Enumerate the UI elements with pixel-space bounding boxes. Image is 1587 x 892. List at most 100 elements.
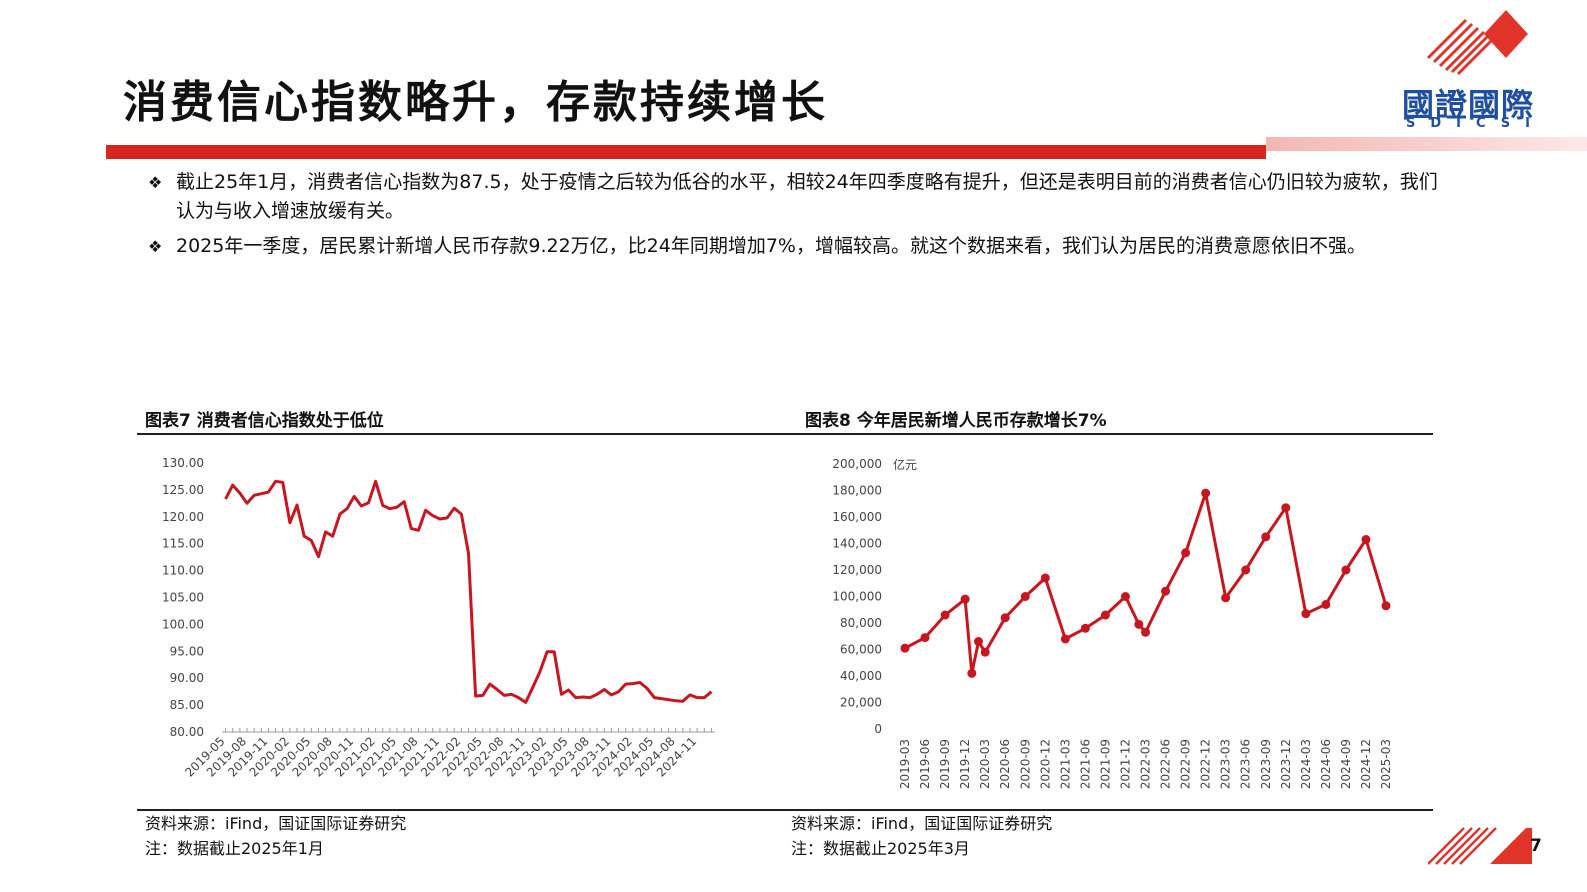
x-tick-label: 2024-03 bbox=[1299, 739, 1313, 789]
x-tick-label: 2021-03 bbox=[1058, 739, 1072, 789]
logo-en: SDICSI bbox=[1406, 116, 1545, 131]
bullet-list: ❖ 截止25年1月，消费者信心指数为87.5，处于疫情之后较为低谷的水平，相较2… bbox=[148, 168, 1438, 267]
diamond-bullet-icon: ❖ bbox=[148, 173, 163, 192]
deposit-data-point bbox=[960, 594, 970, 604]
y-tick-label: 80.00 bbox=[170, 725, 204, 739]
y-tick-label: 200,000 bbox=[832, 457, 882, 471]
deposit-data-point bbox=[1181, 548, 1191, 558]
x-tick-label: 2021-06 bbox=[1078, 739, 1092, 789]
x-tick-label: 2022-06 bbox=[1159, 739, 1173, 789]
confidence-series-line bbox=[224, 479, 713, 704]
y-tick-label: 90.00 bbox=[170, 671, 204, 685]
y-tick-label: 100,000 bbox=[832, 590, 882, 604]
x-tick-label: 2019-03 bbox=[898, 739, 912, 789]
chart-left-source: 资料来源：iFind，国证国际证券研究 bbox=[145, 814, 407, 833]
y-tick-label: 0 bbox=[874, 722, 882, 736]
deposit-data-point bbox=[940, 610, 950, 620]
chart-right-source: 资料来源：iFind，国证国际证券研究 bbox=[791, 814, 1053, 833]
y-tick-label: 60,000 bbox=[840, 643, 882, 657]
x-tick-label: 2022-09 bbox=[1179, 739, 1193, 789]
deposit-data-point bbox=[967, 668, 977, 678]
y-tick-label: 115.00 bbox=[162, 537, 204, 551]
deposit-data-point bbox=[1261, 532, 1271, 542]
deposit-data-point bbox=[1100, 610, 1110, 620]
deposit-data-point bbox=[1241, 565, 1251, 575]
y-tick-label: 80,000 bbox=[840, 616, 882, 630]
x-tick-label: 2024-06 bbox=[1319, 739, 1333, 789]
y-tick-label: 85.00 bbox=[170, 698, 204, 712]
deposit-data-point bbox=[1381, 601, 1391, 611]
deposit-data-point bbox=[1134, 619, 1144, 629]
deposit-data-point bbox=[920, 633, 930, 643]
x-tick-label: 2023-03 bbox=[1219, 739, 1233, 789]
x-tick-label: 2021-09 bbox=[1098, 739, 1112, 789]
header-fade-bar bbox=[1266, 137, 1587, 151]
consumer-confidence-chart: 130.00 125.00 120.00 115.00 110.00 105.00 100.… bbox=[162, 456, 715, 780]
deposit-data-point bbox=[1141, 627, 1150, 637]
chart-right-title: 图表8 今年居民新增人民币存款增长7% bbox=[805, 411, 1107, 431]
deposit-data-point bbox=[1020, 592, 1030, 601]
bullet-text: 截止25年1月，消费者信心指数为87.5，处于疫情之后较为低谷的水平，相较24年… bbox=[176, 171, 1438, 222]
y-tick-label: 120,000 bbox=[832, 563, 882, 577]
deposit-data-point bbox=[980, 647, 990, 657]
deposit-series-line bbox=[904, 491, 1388, 675]
chart-left-title: 图表7 消费者信心指数处于低位 bbox=[145, 411, 384, 431]
chart-right-source-block: 资料来源：iFind，国证国际证券研究 注：数据截止2025年3月 bbox=[791, 811, 1052, 861]
y-tick-label: 20,000 bbox=[840, 696, 882, 710]
bullet-item: ❖ 2025年一季度，居民累计新增人民币存款9.22万亿，比24年同期增加7%，… bbox=[148, 232, 1438, 261]
x-tick-label: 2020-03 bbox=[978, 739, 992, 789]
footer-stripes-icon bbox=[1428, 827, 1532, 865]
deposit-data-point bbox=[1321, 599, 1331, 609]
chart-bottom-rule bbox=[137, 809, 1433, 811]
deposit-data-point bbox=[1341, 565, 1351, 575]
deposit-data-point bbox=[1060, 634, 1070, 644]
deposit-data-point bbox=[1000, 613, 1010, 623]
y-tick-label: 120.00 bbox=[162, 510, 204, 524]
bullet-item: ❖ 截止25年1月，消费者信心指数为87.5，处于疫情之后较为低谷的水平，相较2… bbox=[148, 168, 1438, 226]
chart-right-note: 注：数据截止2025年3月 bbox=[791, 839, 970, 858]
y-tick-label: 40,000 bbox=[840, 669, 882, 683]
x-tick-label: 2022-12 bbox=[1199, 739, 1213, 789]
chart-top-rule bbox=[137, 433, 1433, 435]
deposit-data-point bbox=[1201, 488, 1211, 498]
y-tick-label: 95.00 bbox=[170, 644, 204, 658]
x-tick-label: 2024-09 bbox=[1339, 739, 1353, 789]
deposit-data-point bbox=[1161, 586, 1171, 596]
logo-cn: 國證國際 bbox=[1402, 86, 1535, 124]
page-title: 消费信心指数略升，存款持续增长 bbox=[123, 77, 828, 128]
page-number: 7 bbox=[1530, 836, 1542, 856]
x-tick-label: 2019-09 bbox=[938, 739, 952, 789]
y-tick-label: 125.00 bbox=[162, 483, 204, 497]
header-red-bar bbox=[106, 145, 1266, 159]
deposit-data-point bbox=[1120, 592, 1130, 601]
x-tick-label: 2022-03 bbox=[1139, 739, 1153, 789]
y-tick-label: 100.00 bbox=[162, 617, 204, 631]
logo-mark bbox=[1426, 10, 1528, 76]
y-unit-label: 亿元 bbox=[893, 457, 917, 472]
deposit-data-point bbox=[1040, 573, 1050, 583]
chart-left-note: 注：数据截止2025年1月 bbox=[145, 839, 324, 858]
deposit-data-point bbox=[1361, 535, 1371, 545]
chart-left-source-block: 资料来源：iFind，国证国际证券研究 注：数据截止2025年1月 bbox=[145, 811, 406, 861]
deposit-data-point bbox=[973, 637, 983, 647]
y-tick-label: 140,000 bbox=[832, 537, 882, 551]
deposit-data-point bbox=[1080, 623, 1090, 633]
x-tick-label: 2024-12 bbox=[1359, 739, 1373, 789]
x-tick-label: 2023-06 bbox=[1239, 739, 1253, 789]
y-tick-label: 130.00 bbox=[162, 456, 204, 470]
bullet-text: 2025年一季度，居民累计新增人民币存款9.22万亿，比24年同期增加7%，增幅… bbox=[176, 235, 1366, 257]
deposit-data-point bbox=[1281, 503, 1291, 513]
x-tick-label: 2019-12 bbox=[958, 739, 972, 789]
y-tick-label: 160,000 bbox=[832, 510, 882, 524]
y-tick-label: 105.00 bbox=[162, 591, 204, 605]
deposit-growth-chart: 200,000 180,000 160,000 140,000 120,000 100,0… bbox=[832, 457, 1393, 789]
x-tick-label: 2020-12 bbox=[1038, 739, 1052, 789]
x-tick-label: 2020-06 bbox=[998, 739, 1012, 789]
y-tick-label: 180,000 bbox=[832, 484, 882, 498]
x-tick-label: 2019-06 bbox=[918, 739, 932, 789]
x-tick-label: 2021-12 bbox=[1118, 739, 1132, 789]
deposit-data-point bbox=[1301, 609, 1311, 619]
diamond-bullet-icon: ❖ bbox=[148, 237, 163, 256]
x-tick-label: 2023-09 bbox=[1259, 739, 1273, 789]
x-tick-label: 2025-03 bbox=[1379, 739, 1393, 789]
